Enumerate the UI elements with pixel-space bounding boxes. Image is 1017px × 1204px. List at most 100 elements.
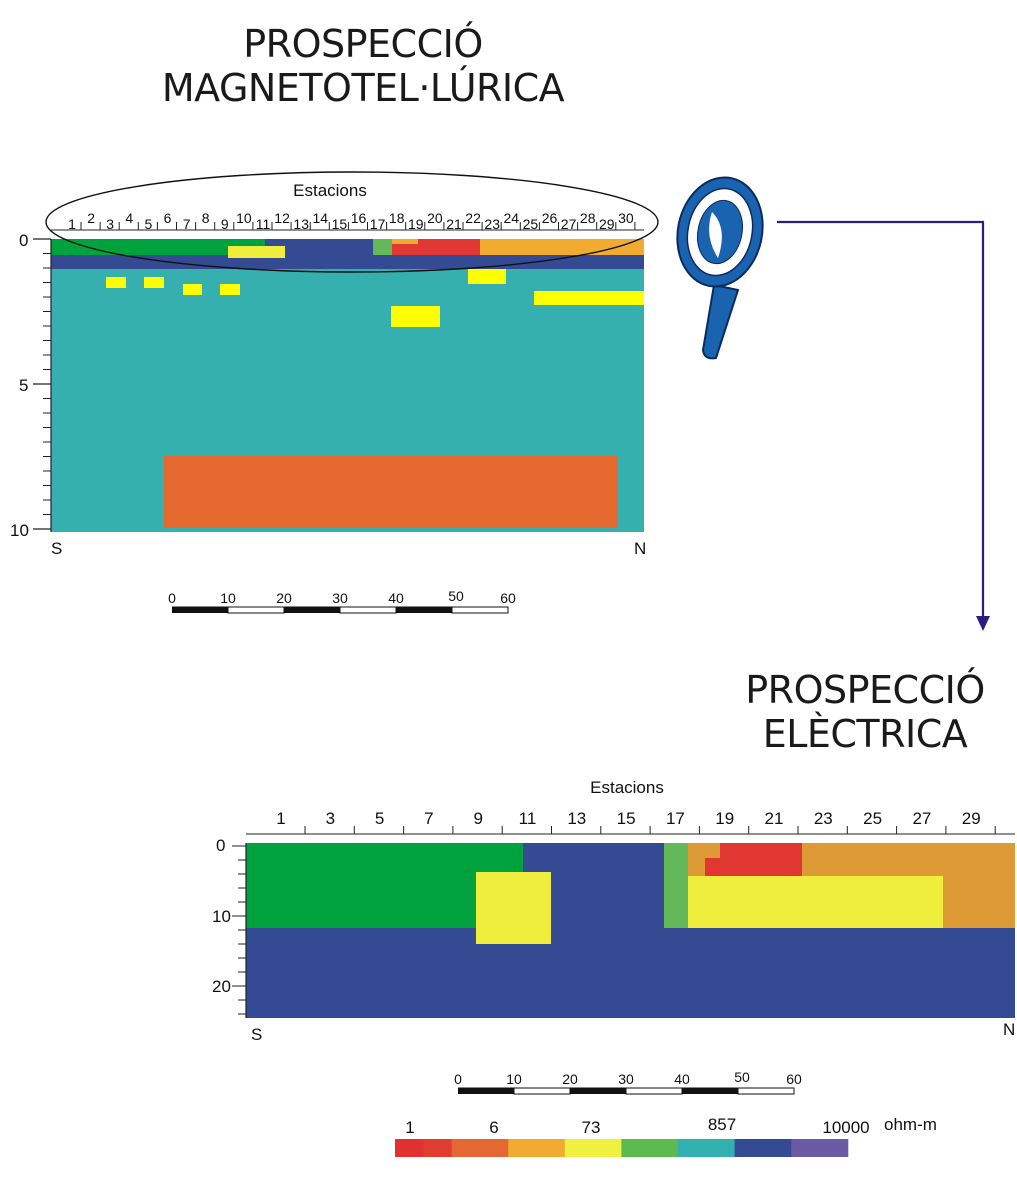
mt-station-label: 15 <box>332 216 348 232</box>
er-station-label: 21 <box>765 809 784 828</box>
mt-depth-label-10: 10 <box>10 521 29 540</box>
er-station-label: 15 <box>617 809 636 828</box>
er-station-label: 27 <box>912 809 931 828</box>
er-station-label: 5 <box>375 809 384 828</box>
legend-swatch <box>649 1139 679 1157</box>
mt-station-label: 12 <box>274 210 290 226</box>
er-station-label: 3 <box>326 809 335 828</box>
legend-swatches <box>395 1139 849 1157</box>
mt-station-label: 26 <box>542 210 558 226</box>
mt-station-label: 8 <box>202 210 210 226</box>
legend-value-10000: 10000 <box>822 1118 869 1137</box>
mt-scale-50: 50 <box>448 588 464 604</box>
er-scale-20: 20 <box>562 1071 578 1087</box>
er-depth-minor-ticks <box>232 845 246 1015</box>
legend-swatch <box>536 1139 566 1157</box>
mt-station-label: 2 <box>87 210 95 226</box>
mt-scale-10: 10 <box>220 590 236 606</box>
legend-swatch <box>678 1139 707 1157</box>
legend-swatch <box>451 1139 481 1157</box>
er-depth-label-10: 10 <box>212 907 231 926</box>
mt-anomaly-2 <box>144 277 164 288</box>
er-scale-50: 50 <box>734 1069 750 1085</box>
mt-south-label: S <box>51 539 62 558</box>
er-scale-40: 40 <box>674 1071 690 1087</box>
mt-north-label: N <box>634 539 646 558</box>
er-scale-0: 0 <box>454 1071 462 1087</box>
legend-value-6: 6 <box>489 1118 498 1137</box>
mt-title: PROSPECCIÓ MAGNETOTEL·LÚRICA <box>128 22 598 110</box>
er-layer-red-b <box>705 858 725 876</box>
er-layer-lightgreen <box>664 843 688 928</box>
mt-station-label: 17 <box>370 216 386 232</box>
mt-station-label: 3 <box>106 216 114 232</box>
mt-scale-30: 30 <box>332 590 348 606</box>
mt-station-label: 29 <box>599 216 615 232</box>
mt-depth-minor-ticks <box>43 253 51 515</box>
er-station-label: 19 <box>715 809 734 828</box>
er-section: 0 10 20 1 3 5 7 9 11 13 15 17 19 21 23 25 27 29 Estaci… <box>212 778 1015 1044</box>
mt-scale-20: 20 <box>276 590 292 606</box>
mt-station-label: 16 <box>351 210 367 226</box>
mt-deep-body <box>164 456 617 528</box>
mt-scale-bar: 0 10 20 30 40 50 60 <box>168 588 516 614</box>
er-station-label: 25 <box>863 809 882 828</box>
mt-station-label: 23 <box>484 216 500 232</box>
mt-station-label: 19 <box>408 216 424 232</box>
er-station-label: 13 <box>567 809 586 828</box>
er-station-label: 29 <box>962 809 981 828</box>
mt-station-label: 25 <box>523 216 539 232</box>
mt-station-label: 30 <box>618 210 634 226</box>
legend-value-857: 857 <box>708 1115 736 1134</box>
mt-anomaly-3 <box>183 284 202 295</box>
mt-station-labels: 1 2 3 4 5 6 7 8 9 10 11 12 13 14 15 16 17 18 19 20 21 22 23 24 2… <box>68 210 636 232</box>
mt-station-label: 10 <box>236 210 252 226</box>
legend-value-1: 1 <box>405 1118 414 1137</box>
er-depth-label-20: 20 <box>212 977 231 996</box>
mt-anomaly-4 <box>220 284 240 295</box>
mt-station-label: 13 <box>293 216 309 232</box>
er-station-labels: 1 3 5 7 9 11 13 15 17 19 21 23 25 27 29 <box>276 809 996 834</box>
legend-swatch <box>621 1139 651 1157</box>
er-station-label: 11 <box>519 809 537 828</box>
er-title: PROSPECCIÓ ELÈCTRICA <box>720 668 1010 756</box>
mt-station-label: 7 <box>183 216 191 232</box>
er-scale-30: 30 <box>618 1071 634 1087</box>
mt-station-label: 28 <box>580 210 596 226</box>
er-scale-10: 10 <box>506 1071 522 1087</box>
mt-stations-label: Estacions <box>293 181 367 200</box>
er-station-label: 9 <box>473 809 482 828</box>
legend-swatch <box>706 1139 736 1157</box>
legend-swatch <box>791 1139 820 1157</box>
mt-station-label: 21 <box>446 216 462 232</box>
mt-station-label: 18 <box>389 210 405 226</box>
legend-swatch <box>564 1139 594 1157</box>
mt-layer-lightgreen <box>373 239 392 255</box>
legend-swatch <box>734 1139 764 1157</box>
mt-stations-ellipse <box>45 171 659 273</box>
mt-station-label: 20 <box>427 210 443 226</box>
mt-scale-60: 60 <box>500 590 516 606</box>
mt-station-label: 6 <box>164 210 172 226</box>
mt-station-label: 9 <box>221 216 229 232</box>
er-north-label: N <box>1003 1020 1015 1039</box>
connector-arrow <box>777 220 990 631</box>
legend-value-73: 73 <box>582 1118 601 1137</box>
mt-scale-40: 40 <box>388 590 404 606</box>
mt-title-line2: MAGNETOTEL·LÚRICA <box>161 66 565 110</box>
magnifying-glass-icon <box>676 176 764 360</box>
mt-station-label: 24 <box>504 210 520 226</box>
er-station-label: 1 <box>276 809 285 828</box>
er-scale-60: 60 <box>786 1071 802 1087</box>
mt-station-label: 14 <box>313 210 329 226</box>
mt-title-line1: PROSPECCIÓ <box>243 22 483 66</box>
mt-layer-red <box>392 244 480 255</box>
er-title-line2: ELÈCTRICA <box>762 712 968 756</box>
mt-anomaly-7 <box>534 291 644 305</box>
mt-layer-amber-a <box>392 239 418 248</box>
mt-layer-blue-top <box>265 239 373 255</box>
mt-layer-yellow-top-b <box>228 255 285 258</box>
legend-unit: ohm-m <box>884 1115 937 1134</box>
er-layer-red <box>720 843 802 876</box>
